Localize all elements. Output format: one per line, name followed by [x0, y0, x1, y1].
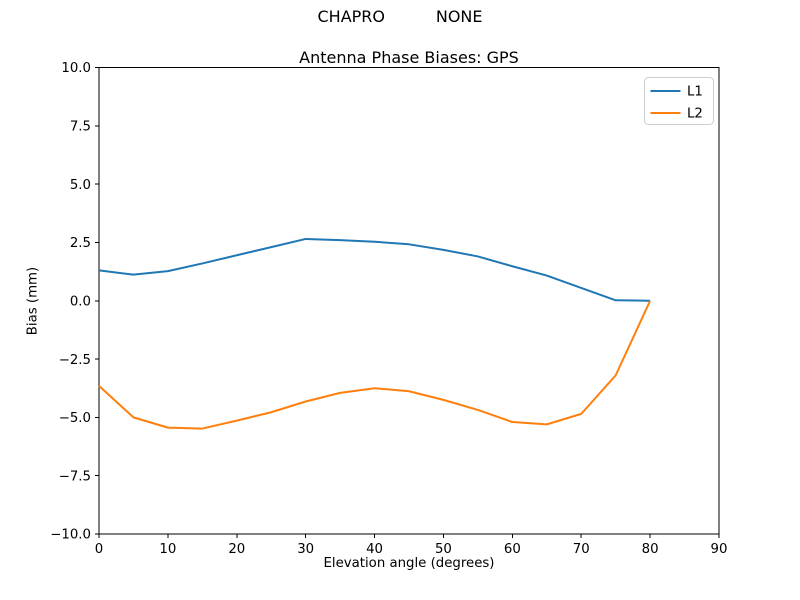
chart-title: Antenna Phase Biases: GPS: [299, 48, 519, 67]
x-axis-label: Elevation angle (degrees): [323, 556, 495, 571]
y-tick-label: 5.0: [70, 178, 91, 193]
x-tick-label: 0: [95, 542, 103, 557]
y-tick-label: −7.5: [59, 469, 91, 484]
legend-label: L1: [687, 85, 703, 100]
x-tick-label: 70: [573, 542, 590, 557]
x-tick-label: 10: [159, 542, 176, 557]
x-tick-label: 80: [642, 542, 659, 557]
y-tick-label: −2.5: [59, 353, 91, 368]
y-tick-label: 2.5: [70, 236, 91, 251]
y-tick-label: −10.0: [50, 528, 91, 543]
x-tick-label: 90: [711, 542, 728, 557]
y-tick-label: 10.0: [61, 61, 91, 76]
series-line-L1: [98, 237, 651, 302]
figure-suptitle: CHAPRO NONE: [317, 7, 483, 26]
legend-entry-L1: L1: [650, 85, 703, 100]
legend-box: [644, 77, 714, 125]
x-tick-label: 50: [435, 542, 452, 557]
legend-label: L2: [687, 107, 703, 122]
x-tick-label: 40: [366, 542, 383, 557]
y-axis-label: Bias (mm): [25, 266, 41, 336]
y-tick-label: 0.0: [70, 294, 91, 309]
x-tick-label: 20: [228, 542, 245, 557]
x-tick-label: 30: [297, 542, 314, 557]
y-tick-label: −5.0: [59, 411, 91, 426]
series-line-L2: [98, 300, 652, 430]
legend-entry-L2: L2: [650, 107, 703, 122]
y-tick-label: 7.5: [70, 120, 91, 135]
x-tick-label: 60: [504, 542, 521, 557]
